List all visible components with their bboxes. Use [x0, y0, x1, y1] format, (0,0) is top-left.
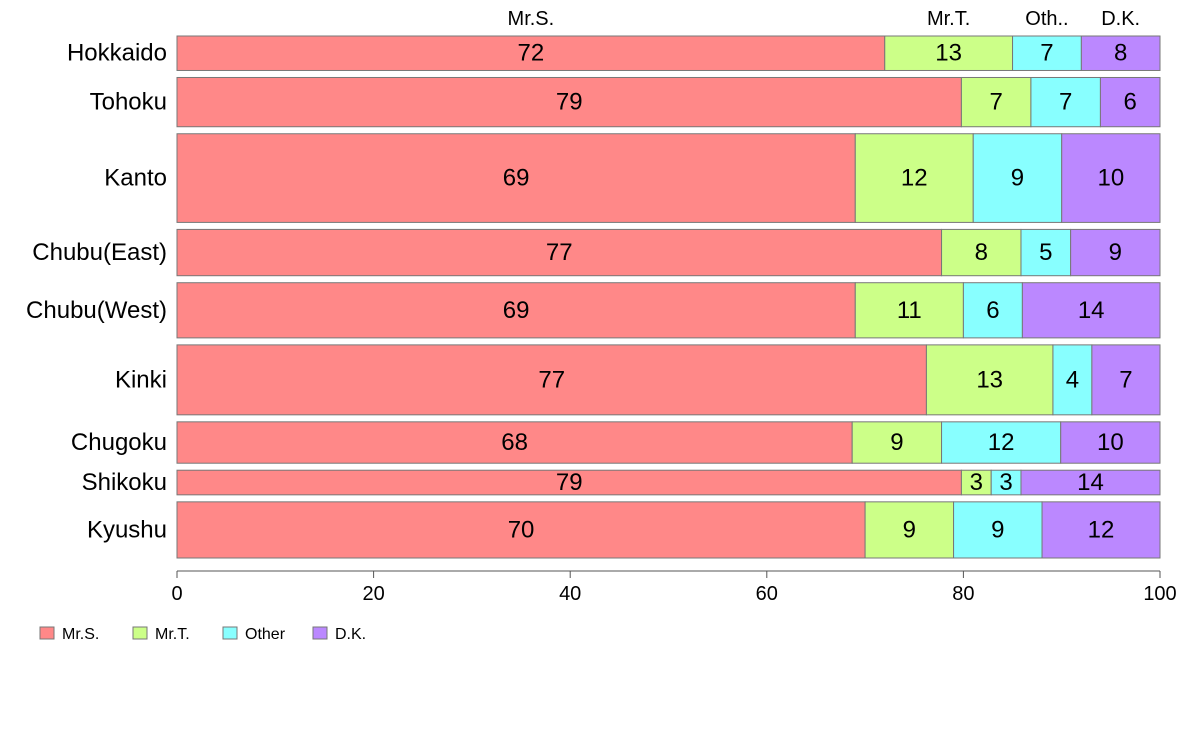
legend-swatch	[39, 626, 55, 640]
segment-value-label: 10	[1097, 429, 1124, 456]
category-label: Kinki	[115, 366, 167, 393]
bar-segment	[1052, 344, 1093, 416]
segment-value-label: 6	[1124, 89, 1137, 116]
category-label: Chubu(East)	[32, 239, 167, 266]
bar-segment	[176, 344, 927, 416]
bar-segment	[1080, 35, 1161, 71]
segment-value-label: 3	[999, 469, 1012, 496]
bar-segment	[1021, 282, 1161, 339]
x-tick-label: 0	[171, 583, 182, 605]
segment-value-label: 9	[1011, 165, 1024, 192]
bar-segment	[925, 344, 1054, 416]
category-label: Shikoku	[82, 469, 167, 496]
bar-segment	[1012, 35, 1082, 71]
segment-value-label: 7	[989, 89, 1002, 116]
segment-value-label: 9	[890, 429, 903, 456]
bar-segment	[1061, 133, 1161, 223]
category-label: Hokkaido	[67, 40, 167, 67]
segment-value-label: 77	[546, 239, 573, 266]
legend-swatch	[132, 626, 148, 640]
bar-segment	[176, 421, 853, 464]
legend-swatch	[312, 626, 328, 640]
bar-segment	[176, 469, 962, 496]
category-label: Chugoku	[71, 429, 167, 456]
segment-value-label: 79	[556, 469, 583, 496]
bar-segment	[1041, 501, 1161, 559]
x-tick-label: 40	[559, 583, 581, 605]
segment-value-label: 72	[518, 40, 545, 67]
segment-value-label: 12	[988, 429, 1015, 456]
segment-value-label: 14	[1078, 297, 1105, 324]
category-label: Tohoku	[90, 89, 167, 116]
legend-label: Mr.T.	[155, 626, 190, 643]
segment-value-label: 68	[501, 429, 528, 456]
bar-segment	[941, 421, 1062, 464]
x-tick-label: 60	[756, 583, 778, 605]
bar-segment	[1020, 469, 1161, 496]
legend-label: D.K.	[335, 626, 366, 643]
bar-segment	[854, 133, 974, 223]
bar-segment	[953, 501, 1043, 559]
segment-value-label: 70	[508, 516, 535, 543]
bar-segment	[176, 133, 856, 223]
top-series-label: Oth..	[1025, 8, 1068, 30]
bar-segment	[1091, 344, 1161, 416]
legend-swatch	[222, 626, 238, 640]
bar-segment	[960, 76, 1032, 128]
segment-value-label: 7	[1119, 366, 1132, 393]
segment-value-label: 12	[901, 165, 928, 192]
bar-segment	[176, 76, 962, 128]
bar-segment	[1060, 421, 1161, 464]
segment-value-label: 4	[1066, 366, 1079, 393]
bar-segment	[1030, 76, 1101, 128]
category-label: Chubu(West)	[26, 297, 167, 324]
segment-value-label: 69	[503, 297, 530, 324]
bar-segment	[941, 228, 1022, 277]
top-series-label: Mr.S.	[508, 8, 555, 30]
legend-label: Other	[245, 626, 286, 643]
category-label: Kyushu	[87, 516, 167, 543]
segment-value-label: 79	[556, 89, 583, 116]
bar-segment	[884, 35, 1014, 71]
bar-segment	[1099, 76, 1161, 128]
bar-segment	[854, 282, 964, 339]
segment-value-label: 7	[1059, 89, 1072, 116]
bar-segment	[176, 282, 856, 339]
x-tick-label: 80	[952, 583, 974, 605]
segment-value-label: 9	[903, 516, 916, 543]
segment-value-label: 14	[1077, 469, 1104, 496]
bar-segment	[1070, 228, 1161, 277]
segment-value-label: 3	[970, 469, 983, 496]
x-tick-label: 20	[362, 583, 384, 605]
bar-segment	[176, 228, 943, 277]
top-series-label: Mr.T.	[927, 8, 970, 30]
segment-value-label: 8	[975, 239, 988, 266]
segment-value-label: 9	[1109, 239, 1122, 266]
segment-value-label: 9	[991, 516, 1004, 543]
segment-value-label: 12	[1088, 516, 1115, 543]
bar-segment	[962, 282, 1023, 339]
segment-value-label: 5	[1039, 239, 1052, 266]
segment-value-label: 6	[986, 297, 999, 324]
segment-value-label: 13	[935, 40, 962, 67]
legend-label: Mr.S.	[62, 626, 99, 643]
bar-segment	[176, 35, 886, 71]
segment-value-label: 77	[538, 366, 565, 393]
bar-segment	[864, 501, 955, 559]
segment-value-label: 7	[1040, 40, 1053, 67]
segment-value-label: 10	[1097, 165, 1124, 192]
segment-value-label: 69	[503, 165, 530, 192]
segment-value-label: 11	[897, 297, 922, 324]
category-label: Kanto	[104, 165, 167, 192]
segment-value-label: 13	[976, 366, 1003, 393]
top-series-label: D.K.	[1101, 8, 1140, 30]
bar-segment	[990, 469, 1022, 496]
segment-value-label: 8	[1114, 40, 1127, 67]
x-tick-label: 100	[1143, 583, 1176, 605]
